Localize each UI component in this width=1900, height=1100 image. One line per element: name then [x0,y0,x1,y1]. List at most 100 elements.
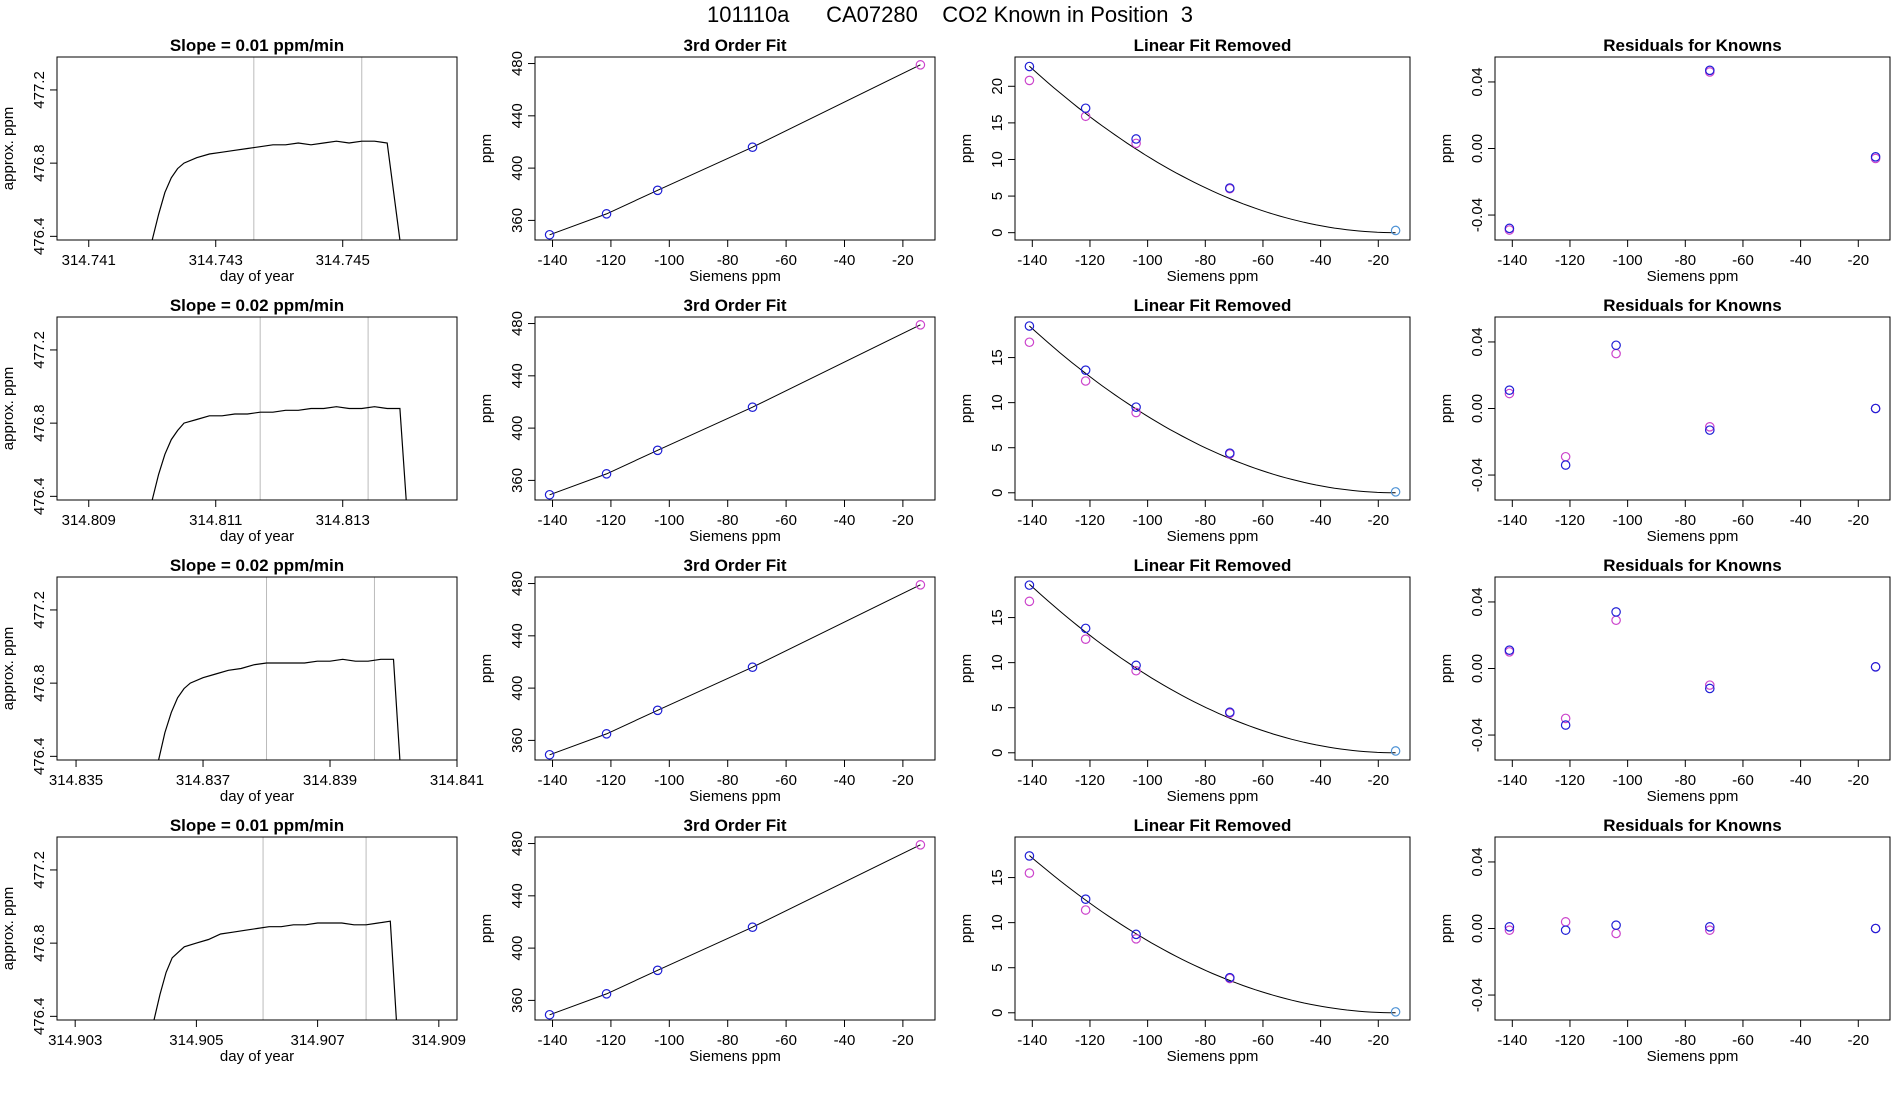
y-tick-label: -0.04 [1469,458,1486,492]
y-tick-label: 476.4 [31,998,48,1036]
x-tick-label: -140 [538,512,568,529]
y-tick-label: 0.00 [1469,134,1486,163]
x-tick-label: -80 [1674,252,1696,269]
x-tick-label: -140 [538,772,568,789]
plot-frame [534,576,936,761]
trace-line [158,658,401,760]
y-tick-label: 15 [989,115,1006,132]
chart-panel-linear_removed-row1: Linear Fit Removed -140 -120 -100 -80 -60 -40 -… [958,36,1411,285]
plot-frame [534,836,936,1021]
data-point [601,989,612,999]
x-tick-label: -120 [596,252,626,269]
fit-curve [549,844,921,1016]
fit-curve [1029,65,1396,234]
plot-frame [56,56,458,241]
y-tick-label: 440 [509,103,526,128]
plot-frame [1014,576,1411,761]
x-tick-label: -100 [1613,772,1643,789]
chart-panel-fit-row1: 3rd Order Fit -140 -120 -100 -80 -60 -40 -20 Sie… [478,36,936,285]
y-tick-label: 477.2 [31,71,48,109]
x-tick-label: -20 [1367,512,1389,529]
plot-area [153,837,397,1020]
data-point [652,965,663,976]
x-tick-label: 314.837 [176,772,230,789]
y-tick-label: 5 [989,704,1006,712]
y-tick-label: 480 [509,571,526,596]
plot-area [1024,851,1401,1017]
data-point-blue [1131,660,1141,671]
y-tick-label: 476.4 [31,218,48,256]
y-axis-label: approx. ppm [0,627,17,710]
chart-panel-linear_removed-row4: Linear Fit Removed -140 -120 -100 -80 -60 -40 -… [958,816,1411,1065]
y-axis-label: ppm [478,394,495,423]
plot-frame [1494,56,1891,241]
x-axis-label: Siemens ppm [1167,528,1259,545]
x-tick-label: -100 [1613,252,1643,269]
plot-frame [1494,836,1891,1021]
residual-point-blue [1504,385,1515,395]
data-point-blue [1131,929,1141,940]
x-tick-label: -120 [596,512,626,529]
chart-title: Linear Fit Removed [1134,36,1292,55]
chart-title: Residuals for Knowns [1603,816,1782,835]
x-tick-label: -60 [1252,252,1274,269]
y-tick-label: 10 [989,394,1006,411]
chart-title: Slope = 0.01 ppm/min [170,36,344,55]
data-point-magenta [1080,376,1091,386]
y-axis-label: ppm [478,654,495,683]
residual-point-magenta [1704,680,1715,690]
y-axis-label: ppm [1438,394,1455,423]
trace-line [153,920,397,1020]
x-axis-label: Siemens ppm [689,528,781,545]
y-tick-label: 0.00 [1469,654,1486,683]
x-tick-label: -40 [834,1032,856,1049]
data-point [652,185,663,196]
plot-frame [56,316,458,501]
data-point [544,229,555,240]
x-tick-label: -60 [775,1032,797,1049]
y-axis-label: ppm [958,654,975,683]
residual-point-magenta [1704,925,1715,935]
x-axis-label: Siemens ppm [689,268,781,285]
residual-point-blue [1504,223,1515,234]
y-tick-label: 0 [989,229,1006,237]
x-tick-label: -140 [1497,1032,1527,1049]
y-tick-label: 440 [509,623,526,648]
x-tick-label: -140 [1497,252,1527,269]
data-point-blue [1224,183,1235,193]
x-tick-label: 314.745 [316,252,370,269]
data-point-blue [1080,894,1091,905]
x-axis-label: day of year [220,268,294,285]
data-point-blue [1390,1007,1401,1017]
x-tick-label: -140 [1497,772,1527,789]
y-tick-label: 0 [989,489,1006,497]
x-tick-label: -40 [1310,252,1332,269]
x-tick-label: -20 [1847,772,1869,789]
residual-point-magenta [1504,925,1515,935]
residual-point-blue [1611,340,1621,351]
fit-curve [1029,325,1396,494]
x-tick-label: -60 [1732,512,1754,529]
x-tick-label: -80 [1674,772,1696,789]
chart-panel-fit-row4: 3rd Order Fit -140 -120 -100 -80 -60 -40 -20 Sie… [478,816,936,1065]
data-point [544,489,555,500]
chart-panel-residuals-row4: Residuals for Knowns -140 -120 -100 -80 -60 -4… [1438,816,1891,1065]
data-point [915,580,926,590]
y-tick-label: -0.04 [1469,718,1486,752]
residual-point-blue [1870,152,1881,162]
data-point-magenta [1024,596,1035,607]
x-tick-label: -100 [654,1032,684,1049]
y-tick-label: 476.8 [31,924,48,962]
y-axis-label: ppm [1438,134,1455,163]
x-axis-label: day of year [220,1048,294,1065]
plot-frame [1494,576,1891,761]
x-tick-label: -60 [1732,1032,1754,1049]
y-tick-label: 10 [989,654,1006,671]
x-tick-label: 314.841 [430,772,484,789]
chart-panel-fit-row2: 3rd Order Fit -140 -120 -100 -80 -60 -40 -20 Sie… [478,296,936,545]
x-tick-label: -60 [1252,512,1274,529]
x-tick-label: -100 [654,512,684,529]
x-tick-label: -20 [892,512,914,529]
x-axis-label: Siemens ppm [1647,1048,1739,1065]
x-axis-label: Siemens ppm [1647,528,1739,545]
